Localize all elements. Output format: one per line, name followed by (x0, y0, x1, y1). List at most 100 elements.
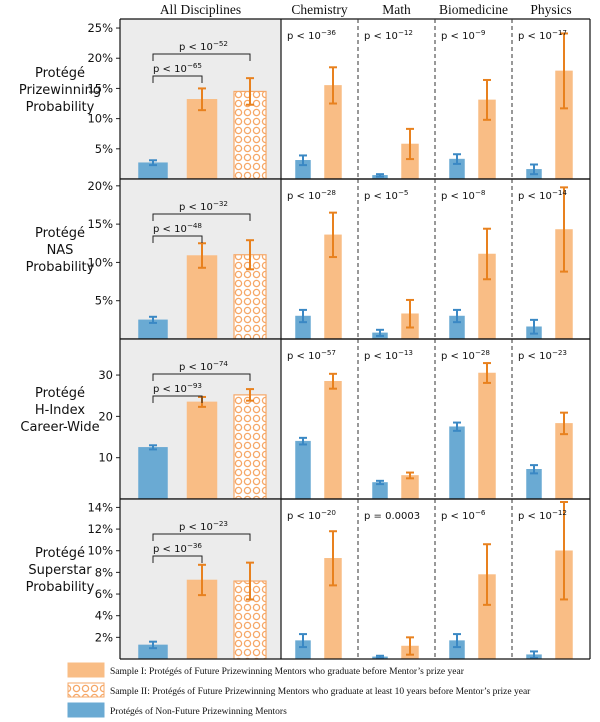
all-row-3-bracket-inner-p-base: p < 10 (153, 544, 187, 555)
column-header-chemistry: Chemistry (291, 2, 347, 17)
all-row-1-bracket-inner (152, 235, 203, 243)
y-tick-label-3-5: 12% (87, 522, 113, 536)
row-1-physics-p-value: p < 10−14 (518, 188, 567, 202)
y-tick-label-1-0: 5% (95, 294, 113, 308)
row-0-chemistry-p-value-exponent: −36 (321, 28, 337, 37)
y-tick-label-2-1: 20 (98, 409, 113, 423)
row-2-biomedicine-p-value-base: p < 10 (441, 351, 475, 362)
all-row-2-bracket-inner-p-exponent: −93 (187, 381, 202, 390)
row-3-chemistry-p-value: p < 10−20 (287, 508, 336, 522)
row-1-physics-p-value-base: p < 10 (518, 191, 552, 202)
row-label-1-line-1: NAS (47, 243, 74, 258)
row-1-chemistry-p-value-base: p < 10 (287, 191, 321, 202)
row-2-biomedicine-p-value-exponent: −28 (475, 348, 491, 357)
all-row-3-bracket-inner-p-exponent: −36 (187, 541, 203, 550)
all-row-2-bracket-outer-p: p < 10−74 (179, 359, 228, 373)
all-row-0-bracket-inner-p: p < 10−65 (153, 61, 202, 75)
all-row-0-sample1-bar (186, 99, 218, 180)
row-0-biomedicine-p-value: p < 10−9 (441, 28, 486, 42)
y-tick-label-0-4: 25% (87, 21, 113, 35)
y-tick-label-0-0: 5% (95, 142, 113, 156)
all-row-1-bracket-outer-p: p < 10−32 (179, 199, 228, 213)
row-0-math-p-value-exponent: −12 (398, 28, 413, 37)
row-2-math-p-value: p < 10−13 (364, 348, 413, 362)
row-2-physics-p-value-base: p < 10 (518, 351, 552, 362)
all-row-2-sample2-bar (233, 394, 267, 500)
all-row-0-bracket-outer-p-base: p < 10 (179, 42, 213, 53)
all-row-3-bracket-inner-p: p < 10−36 (153, 541, 202, 555)
row-1-chemistry-p-value: p < 10−28 (287, 188, 336, 202)
y-tick-label-0-1: 10% (87, 112, 113, 126)
all-row-0-bracket-outer (152, 53, 251, 61)
row-3-physics-p-value-base: p < 10 (518, 511, 552, 522)
row-3-math-p-value: p = 0.0003 (364, 511, 420, 522)
all-row-3-bracket-outer (152, 533, 251, 541)
row-label-0-line-1: Prizewinning (19, 83, 101, 98)
all-row-0-bracket-inner-p-base: p < 10 (153, 64, 187, 75)
row-label-2-line-2: Career-Wide (20, 420, 99, 435)
row-label-2-line-1: H-Index (35, 403, 86, 418)
row-1-biomedicine-p-value-exponent: −8 (475, 188, 486, 197)
row-label-1-line-0: Protégé (35, 226, 85, 241)
y-tick-label-3-6: 14% (87, 500, 113, 514)
row-label-0-line-2: Probability (26, 100, 95, 115)
all-row-0-bracket-outer-p: p < 10−52 (179, 39, 228, 53)
all-row-1-sample1-bar (186, 255, 218, 340)
row-label-1-line-2: Probability (26, 260, 95, 275)
legend-label-nonfuture: Protégés of Non-Future Prizewinning Ment… (110, 706, 287, 717)
all-row-3-bracket-outer-p-exponent: −23 (213, 519, 228, 528)
y-tick-label-1-3: 20% (87, 179, 113, 193)
row-3-biomedicine-p-value-exponent: −6 (475, 508, 486, 517)
all-row-2-nonfuture-bar (138, 447, 168, 500)
all-row-0-bracket-outer-p-exponent: −52 (213, 39, 228, 48)
row-1-chemistry-p-value-exponent: −28 (321, 188, 337, 197)
legend-label-sample2: Sample II: Protégés of Future Prizewinni… (110, 686, 531, 697)
row-2-chemistry-p-value-base: p < 10 (287, 351, 321, 362)
row-1-biomedicine-p-value-base: p < 10 (441, 191, 475, 202)
row-label-2-line-0: Protégé (35, 386, 85, 401)
all-row-3-bracket-inner (152, 555, 203, 563)
y-tick-label-3-2: 6% (95, 587, 113, 601)
row-0-biomedicine-p-value-base: p < 10 (441, 31, 475, 42)
all-row-3-bracket-outer-p: p < 10−23 (179, 519, 228, 533)
row-3-math-p-value-base: p = 0.0003 (364, 511, 420, 522)
legend: Sample I: Protégés of Future Prizewinnin… (67, 662, 531, 718)
row-2-chemistry-sample1-bar (324, 381, 342, 500)
row-label-3-line-2: Probability (26, 580, 95, 595)
legend-label-sample1: Sample I: Protégés of Future Prizewinnin… (110, 666, 465, 677)
all-row-1-bracket-outer-p-exponent: −32 (213, 199, 228, 208)
all-row-2-bracket-outer (152, 373, 251, 381)
column-header-math: Math (382, 2, 411, 17)
all-row-2-bracket-inner (152, 395, 203, 403)
row-2-chemistry-nonfuture-bar (295, 440, 311, 500)
all-row-2-bracket-outer-p-base: p < 10 (179, 362, 213, 373)
column-header-biomedicine: Biomedicine (439, 2, 508, 17)
all-row-2-bracket-outer-p-exponent: −74 (213, 359, 229, 368)
y-tick-label-3-0: 2% (95, 630, 113, 644)
row-1-physics-p-value-exponent: −14 (552, 188, 568, 197)
row-1-math-p-value-exponent: −5 (398, 188, 409, 197)
y-tick-label-0-3: 20% (87, 51, 113, 65)
row-2-chemistry-p-value: p < 10−57 (287, 348, 336, 362)
row-2-physics-p-value: p < 10−23 (518, 348, 567, 362)
all-row-1-bracket-outer-p-base: p < 10 (179, 202, 213, 213)
legend-swatch-sample2 (67, 682, 105, 698)
row-2-chemistry-p-value-exponent: −57 (321, 348, 336, 357)
row-0-biomedicine-p-value-exponent: −9 (475, 28, 486, 37)
row-2-biomedicine-p-value: p < 10−28 (441, 348, 490, 362)
row-1-math-p-value: p < 10−5 (364, 188, 408, 202)
all-row-3-bracket-outer-p-base: p < 10 (179, 522, 213, 533)
all-row-1-bracket-outer (152, 213, 251, 221)
panels: 5%10%15%20%25%p < 10−52p < 10−65p < 10−3… (87, 18, 591, 660)
all-row-1-bracket-inner-p-exponent: −48 (187, 221, 203, 230)
row-3-biomedicine-p-value-base: p < 10 (441, 511, 475, 522)
row-0-physics-p-value-exponent: −17 (552, 28, 567, 37)
legend-swatch-sample1 (67, 662, 105, 678)
column-header-physics: Physics (530, 2, 571, 17)
y-tick-label-0-2: 15% (87, 81, 113, 95)
all-row-2-sample1-bar (186, 401, 218, 500)
row-label-3-line-1: Superstar (28, 563, 92, 578)
row-3-chemistry-p-value-base: p < 10 (287, 511, 321, 522)
row-2-math-p-value-base: p < 10 (364, 351, 398, 362)
row-3-physics-p-value: p < 10−12 (518, 508, 567, 522)
